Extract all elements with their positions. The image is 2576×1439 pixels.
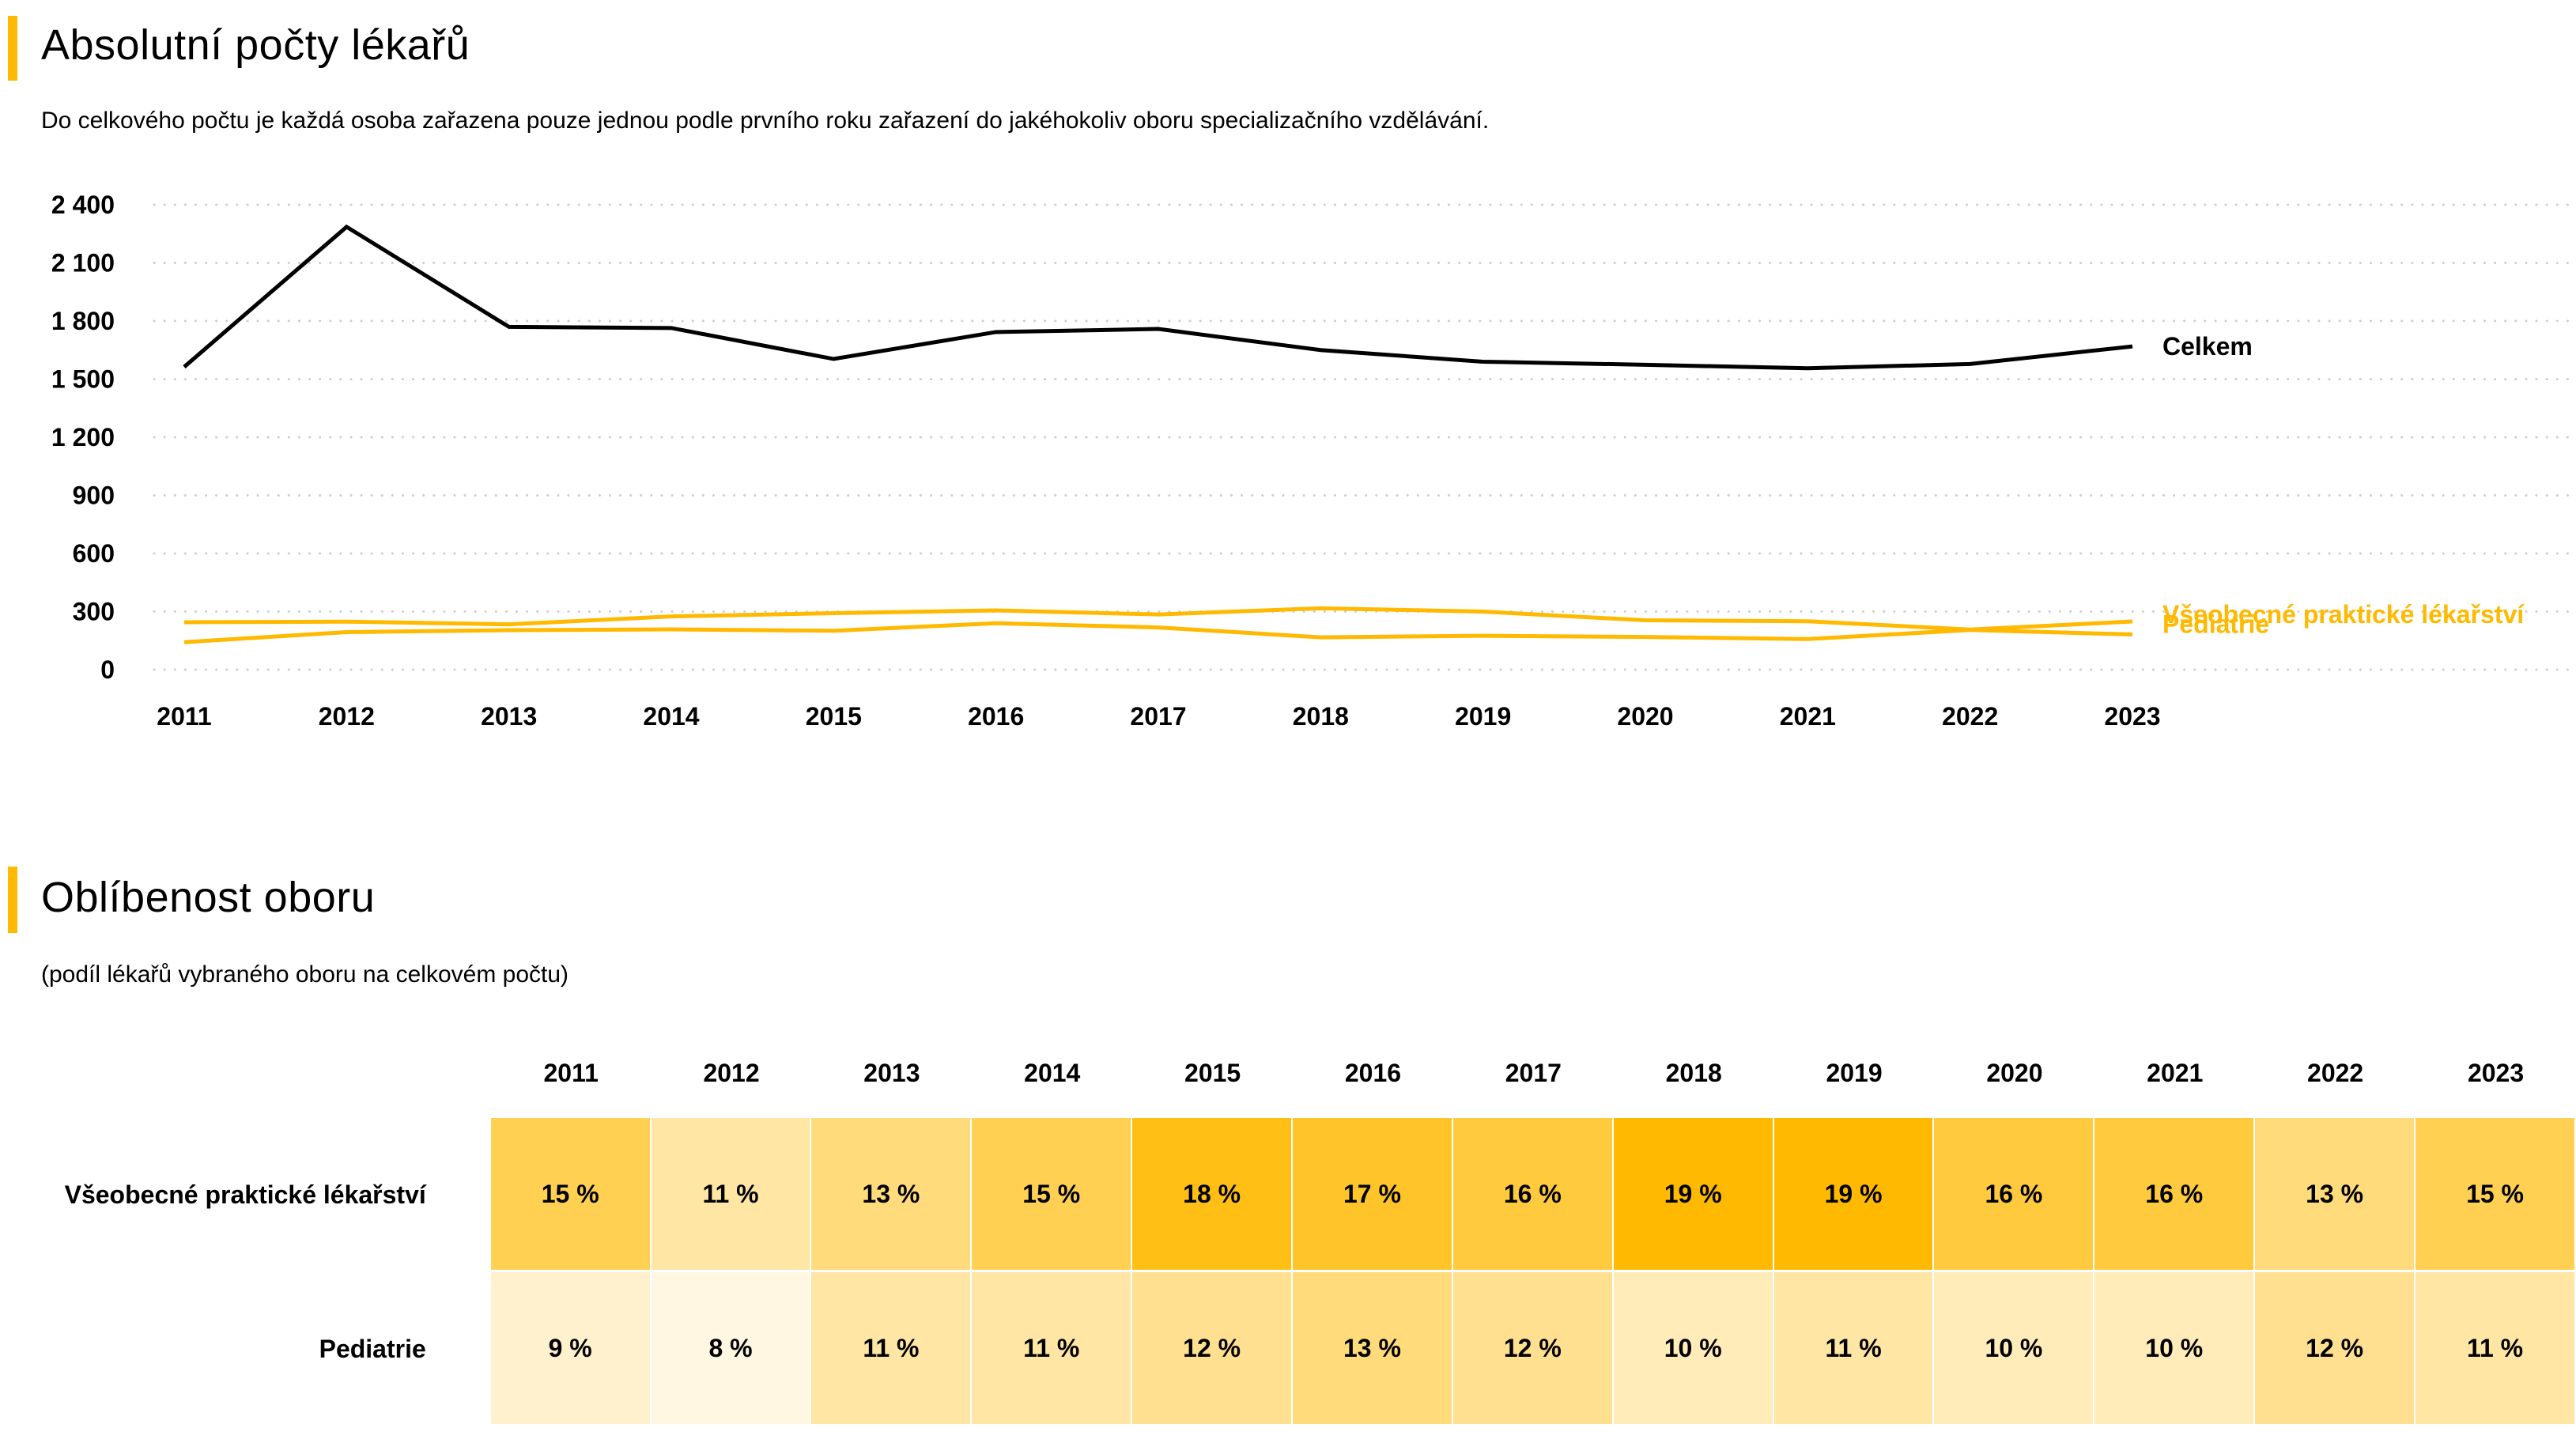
heatmap-cell: 17 % <box>1293 1118 1453 1272</box>
y-tick-label: 2 100 <box>51 249 115 278</box>
x-tick-label: 2018 <box>1293 702 1349 731</box>
heatmap-column-header: 2021 <box>2147 1058 2204 1087</box>
y-tick-label: 900 <box>73 482 115 510</box>
heatmap-subtitle: (podíl lékařů vybraného oboru na celkové… <box>41 961 569 988</box>
heatmap-row: Všeobecné praktické lékařství 15 % 11 % 13 … <box>0 1118 2576 1272</box>
heatmap-body: Všeobecné praktické lékařství 15 % 11 % 13 … <box>0 1118 2576 1426</box>
heatmap-cell: 16 % <box>2094 1118 2256 1272</box>
line-chart: 0 300 600 900 1 200 1 500 1 800 2 100 2 400 2011… <box>51 191 2571 731</box>
heatmap-cell: 19 % <box>1613 1118 1774 1272</box>
heatmap-column-header: 2023 <box>2467 1058 2525 1087</box>
heatmap-column-header: 2013 <box>863 1058 920 1087</box>
heatmap-cell: 13 % <box>811 1118 973 1272</box>
heatmap-cell: 12 % <box>1132 1272 1294 1426</box>
heatmap-column-header: 2015 <box>1184 1058 1241 1087</box>
heatmap-column-header: 2020 <box>1986 1058 2043 1087</box>
x-tick-label: 2012 <box>319 702 375 731</box>
section-accent-bar <box>8 867 17 933</box>
heatmap-cell: 11 % <box>651 1118 812 1272</box>
heatmap-cell: 15 % <box>972 1118 1133 1272</box>
y-tick-label: 1 200 <box>51 423 115 451</box>
series-line-celkem <box>183 224 2133 371</box>
x-tick-label: 2023 <box>2104 702 2160 731</box>
section-accent-bar <box>8 16 17 81</box>
heatmap-cell: 16 % <box>1452 1118 1614 1272</box>
x-tick-label: 2019 <box>1455 702 1511 731</box>
y-tick-label: 300 <box>73 598 115 626</box>
heatmap-cell: 11 % <box>811 1272 973 1426</box>
x-tick-label: 2013 <box>481 702 537 731</box>
y-tick-label: 600 <box>73 539 115 568</box>
heatmap-column-header: 2018 <box>1665 1058 1722 1087</box>
heatmap-cell: 15 % <box>490 1118 652 1272</box>
heatmap-cell: 18 % <box>1132 1118 1294 1272</box>
heatmap-cell: 16 % <box>1934 1118 2095 1272</box>
heatmap-cell: 10 % <box>2094 1272 2256 1426</box>
x-tick-label: 2011 <box>157 702 211 731</box>
heatmap-column-header: 2012 <box>703 1058 760 1087</box>
heatmap-column-header: 2019 <box>1826 1058 1883 1087</box>
heatmap-cell: 13 % <box>2255 1118 2416 1272</box>
x-tick-label: 2015 <box>806 702 862 731</box>
heatmap-row-label: Všeobecné praktické lékařství <box>64 1180 426 1209</box>
series-label: Všeobecné praktické lékařství <box>2162 600 2525 629</box>
heatmap-cell: 9 % <box>490 1272 652 1426</box>
heatmap-cell: 10 % <box>1613 1272 1774 1426</box>
y-tick-label: 1 500 <box>51 365 115 394</box>
x-tick-label: 2014 <box>643 702 699 731</box>
heatmap-cell: 12 % <box>2255 1272 2416 1426</box>
heatmap-title: Oblíbenost oboru <box>41 874 376 921</box>
x-tick-label: 2016 <box>968 702 1024 731</box>
y-tick-label: 0 <box>100 655 115 684</box>
heatmap-cell: 15 % <box>2415 1118 2576 1272</box>
heatmap-cell: 8 % <box>651 1272 812 1426</box>
heatmap-column-header: 2016 <box>1344 1058 1402 1087</box>
x-axis-ticks: 2011 2012 2013 2014 2015 2016 2017 2018 2019 2020… <box>157 702 2160 731</box>
heatmap-column-header: 2011 <box>543 1058 599 1087</box>
heatmap-header-row: 2011 2012 2013 2014 2015 2016 2017 2018 2019 2020… <box>0 1028 2576 1118</box>
x-tick-label: 2021 <box>1780 702 1836 731</box>
heatmap-row: Pediatrie 9 % 8 % 11 % 11 % 12 % 13 % 12 % 10 % 1… <box>0 1272 2576 1426</box>
x-tick-label: 2017 <box>1130 702 1186 731</box>
y-axis-ticks: 0 300 600 900 1 200 1 500 1 800 2 100 2 400 <box>51 191 115 684</box>
heatmap-cell: 10 % <box>1934 1272 2095 1426</box>
y-tick-label: 1 800 <box>51 307 115 335</box>
heatmap-cell: 12 % <box>1452 1272 1614 1426</box>
series-line-pediatrie <box>183 621 2133 644</box>
series-label: Pediatrie <box>2162 610 2269 638</box>
series-label: Celkem <box>2162 332 2253 361</box>
heatmap-cell: 19 % <box>1773 1118 1935 1272</box>
y-tick-label: 2 400 <box>51 191 115 219</box>
heatmap-cell: 13 % <box>1293 1272 1453 1426</box>
heatmap-table: 2011 2012 2013 2014 2015 2016 2017 2018 2019 2020… <box>0 1028 2576 1426</box>
x-tick-label: 2020 <box>1617 702 1673 731</box>
heatmap-cell: 11 % <box>1773 1272 1935 1426</box>
heatmap-corner <box>0 1028 491 1118</box>
chart-title: Absolutní počty lékařů <box>41 21 470 69</box>
series-labels: Celkem Všeobecné praktické lékařstvíPedia… <box>2162 332 2525 638</box>
heatmap-column-header: 2014 <box>1024 1058 1081 1087</box>
heatmap-cell: 11 % <box>972 1272 1133 1426</box>
heatmap-row-label: Pediatrie <box>319 1335 426 1363</box>
series-lines <box>183 224 2133 644</box>
heatmap-column-header: 2017 <box>1505 1058 1562 1087</box>
heatmap-cell: 11 % <box>2415 1272 2576 1426</box>
x-tick-label: 2022 <box>1942 702 1998 731</box>
heatmap-column-header: 2022 <box>2307 1058 2364 1087</box>
chart-subtitle: Do celkového počtu je každá osoba zařaze… <box>41 108 1490 134</box>
